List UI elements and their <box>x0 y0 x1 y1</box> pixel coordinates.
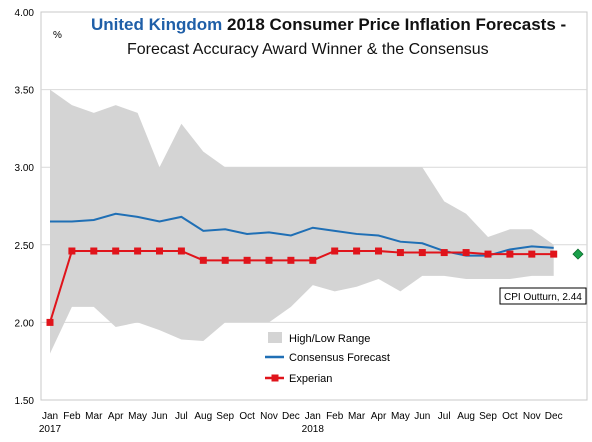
outturn-label-box <box>499 287 587 305</box>
cpi-outturn-marker <box>572 248 584 260</box>
experian-point <box>396 249 404 257</box>
x-tick-label: Jan <box>42 411 58 422</box>
x-tick-label: May <box>128 411 147 422</box>
legend-range-swatch <box>268 332 282 343</box>
legend-range-label: High/Low Range <box>289 333 370 345</box>
experian-point <box>243 256 251 264</box>
experian-point <box>309 256 317 264</box>
x-tick-label: Jul <box>175 411 188 422</box>
x-tick-label: Jun <box>414 411 430 422</box>
chart-title: United Kingdom 2018 Consumer Price Infla… <box>91 15 566 34</box>
series-layer <box>46 212 558 326</box>
legend: High/Low Range Consensus Forecast Experi… <box>265 332 390 385</box>
x-tick-label: Feb <box>63 411 81 422</box>
x-tick-label: Dec <box>545 411 563 422</box>
experian-point <box>221 256 229 264</box>
x-year-label: 2018 <box>302 424 325 435</box>
experian-point <box>177 247 185 255</box>
y-tick-label: 4.00 <box>15 8 35 19</box>
x-tick-label: Jan <box>305 411 321 422</box>
experian-point <box>375 247 382 255</box>
experian-point <box>134 247 142 255</box>
y-tick-label: 2.00 <box>15 318 35 329</box>
outturn-label: CPI Outturn, 2.44 <box>504 292 582 303</box>
legend-consensus-label: Consensus Forecast <box>289 352 390 364</box>
x-tick-label: Oct <box>239 411 255 422</box>
y-tick-label: 2.50 <box>15 241 35 252</box>
y-tick-label: 3.50 <box>15 86 35 97</box>
experian-point <box>46 318 54 326</box>
x-tick-label: Nov <box>260 411 278 422</box>
range-layer <box>50 89 554 354</box>
experian-point <box>331 247 339 255</box>
y-axis-label: % <box>53 30 62 41</box>
high-low-range-area <box>50 89 554 354</box>
x-tick-label: Feb <box>326 411 344 422</box>
x-tick-label: Aug <box>457 411 475 422</box>
legend-experian-label: Experian <box>289 373 332 385</box>
legend-experian-marker <box>271 374 279 382</box>
consensus-forecast-line <box>50 212 554 257</box>
x-tick-label: Dec <box>282 411 300 422</box>
experian-point <box>462 249 470 257</box>
x-tick-label: Jul <box>438 411 451 422</box>
x-tick-label: Mar <box>348 411 366 422</box>
experian-point <box>68 247 76 255</box>
x-tick-label: Jun <box>151 411 167 422</box>
x-tick-label: Apr <box>371 411 387 422</box>
outturn-layer: CPI Outturn, 2.44 <box>499 248 587 305</box>
y-tick-label: 3.00 <box>15 163 35 174</box>
experian-point <box>418 249 426 257</box>
x-tick-label: Oct <box>502 411 518 422</box>
chart-title-rest: 2018 Consumer Price Inflation Forecasts … <box>222 15 566 34</box>
x-tick-label: May <box>391 411 410 422</box>
experian-point <box>265 256 273 264</box>
x-tick-label: Apr <box>108 411 124 422</box>
x-axis: Jan Feb Mar Apr May Jun Jul Aug Sep Oct Nov Dec Jan F… <box>39 411 563 435</box>
x-tick-label: Nov <box>523 411 541 422</box>
experian-point <box>156 247 163 255</box>
x-tick-label: Mar <box>85 411 103 422</box>
experian-line <box>49 250 554 323</box>
experian-point <box>199 256 207 264</box>
x-tick-label: Sep <box>216 411 234 422</box>
x-tick-label: Aug <box>194 411 212 422</box>
experian-point <box>112 247 120 255</box>
chart-subtitle: Forecast Accuracy Award Winner & the Con… <box>127 41 489 58</box>
x-tick-label: Sep <box>479 411 497 422</box>
experian-point <box>506 250 514 258</box>
experian-point <box>550 250 558 258</box>
experian-point <box>528 250 536 258</box>
chart-title-country: United Kingdom <box>91 15 222 34</box>
experian-point <box>440 249 448 257</box>
experian-point <box>484 250 492 258</box>
experian-point <box>353 247 361 255</box>
experian-point <box>90 247 98 255</box>
experian-point <box>287 256 295 264</box>
y-axis: 1.50 2.00 2.50 3.00 3.50 4.00 <box>15 8 35 407</box>
y-tick-label: 1.50 <box>15 396 35 407</box>
x-year-label: 2017 <box>39 424 62 435</box>
